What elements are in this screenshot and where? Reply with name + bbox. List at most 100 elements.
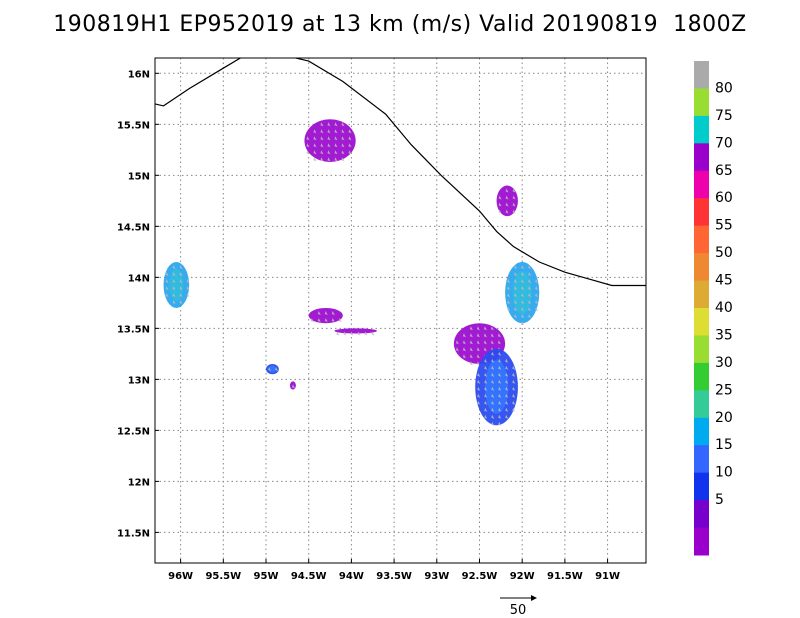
y-tick-label: 11.5N <box>117 528 150 539</box>
wind-vector <box>371 331 375 336</box>
wind-speed-patch <box>334 328 378 334</box>
x-axis-ticks: 96W 95.5W 95W 94.5W 94W 93.5W 93W 92.5W 92W 91.5W… <box>168 559 620 582</box>
wind-vector <box>469 340 473 345</box>
colorbar-segment <box>694 61 709 89</box>
colorbar-segment <box>694 527 709 556</box>
wind-vector <box>498 351 502 356</box>
wind-vector <box>490 340 494 345</box>
wind-vector <box>505 379 509 384</box>
wind-vector <box>469 361 473 366</box>
x-tick-label: 93.5W <box>376 571 412 582</box>
colorbar-label: 15 <box>715 437 733 453</box>
wind-vector <box>348 143 352 148</box>
wind-vector <box>507 279 511 284</box>
wind-vector <box>514 300 518 305</box>
wind-vector <box>172 265 176 270</box>
wind-vector <box>497 340 501 345</box>
y-tick-label: 13.5N <box>117 324 150 335</box>
wind-vector <box>334 129 338 134</box>
wind-vector <box>483 347 487 352</box>
y-tick-label: 15.5N <box>117 120 150 131</box>
wind-vector <box>521 300 525 305</box>
y-axis-ticks: 16N 15.5N 15N 14.5N 14N 13.5N 13N 12.5N 12N 11.5N <box>117 69 159 539</box>
wind-vector <box>505 414 509 419</box>
wind-vector <box>455 340 459 345</box>
wind-vector <box>469 347 473 352</box>
wind-vector <box>484 400 488 405</box>
wind-vector <box>462 347 466 352</box>
wind-speed-field <box>163 119 540 426</box>
wind-vector <box>306 143 310 148</box>
wind-speed-patch <box>496 185 518 217</box>
wind-vector <box>498 209 502 214</box>
wind-vector <box>306 150 310 155</box>
coastline <box>155 58 646 287</box>
wind-vector <box>512 393 516 398</box>
wind-vector <box>165 272 169 277</box>
wind-vector <box>275 367 279 372</box>
wind-vector <box>172 300 176 305</box>
wind-vector <box>528 307 532 312</box>
wind-vector <box>512 386 516 391</box>
wind-vector <box>535 307 539 312</box>
x-tick-label: 91W <box>595 571 620 582</box>
colorbar-segment <box>694 198 709 227</box>
wind-vector <box>476 340 480 345</box>
wind-vector <box>348 136 352 141</box>
wind-vector <box>320 150 324 155</box>
wind-vector <box>505 365 509 370</box>
wind-vector <box>364 331 368 336</box>
wind-vector <box>521 307 525 312</box>
wind-vector <box>186 286 190 291</box>
colorbar-label: 10 <box>715 465 733 481</box>
x-tick-label: 93W <box>424 571 449 582</box>
wind-vector <box>498 358 502 363</box>
wind-speed-core <box>268 365 276 373</box>
wind-vector <box>505 195 509 200</box>
y-tick-label: 12N <box>128 477 150 488</box>
wind-vector <box>535 293 539 298</box>
wind-vector <box>179 286 183 291</box>
wind-vector <box>320 129 324 134</box>
colorbar-segment <box>694 115 709 144</box>
wind-vector <box>490 333 494 338</box>
wind-vector <box>462 340 466 345</box>
wind-vector <box>528 272 532 277</box>
wind-vector <box>491 365 495 370</box>
x-tick-label: 95.5W <box>205 571 241 582</box>
wind-vector <box>505 386 509 391</box>
wind-vector <box>350 331 354 336</box>
wind-vector <box>186 293 190 298</box>
colorbar-label: 60 <box>715 190 733 206</box>
wind-vector <box>514 307 518 312</box>
wind-vector <box>341 143 345 148</box>
wind-vector <box>320 157 324 162</box>
colorbar-label: 40 <box>715 300 733 316</box>
wind-vector <box>327 122 331 127</box>
y-tick-label: 13N <box>128 375 150 386</box>
wind-vector <box>310 317 314 322</box>
colorbar-segment <box>694 335 709 364</box>
wind-vector <box>313 129 317 134</box>
wind-vector <box>334 150 338 155</box>
wind-vector <box>498 407 502 412</box>
wind-vector <box>357 331 361 336</box>
wind-vector <box>338 317 342 322</box>
wind-vector <box>528 300 532 305</box>
wind-vector <box>498 386 502 391</box>
colorbar-segment <box>694 143 709 172</box>
wind-vector <box>512 209 516 214</box>
wind-vector <box>462 333 466 338</box>
wind-vector <box>535 286 539 291</box>
wind-vector <box>512 372 516 377</box>
wind-vector <box>498 393 502 398</box>
y-tick-label: 15N <box>128 171 150 182</box>
wind-vector <box>341 129 345 134</box>
wind-vector <box>505 358 509 363</box>
wind-vector <box>455 347 459 352</box>
wind-vector <box>341 136 345 141</box>
wind-vector <box>476 361 480 366</box>
wind-vector <box>528 286 532 291</box>
wind-vector <box>313 157 317 162</box>
wind-vector <box>507 307 511 312</box>
